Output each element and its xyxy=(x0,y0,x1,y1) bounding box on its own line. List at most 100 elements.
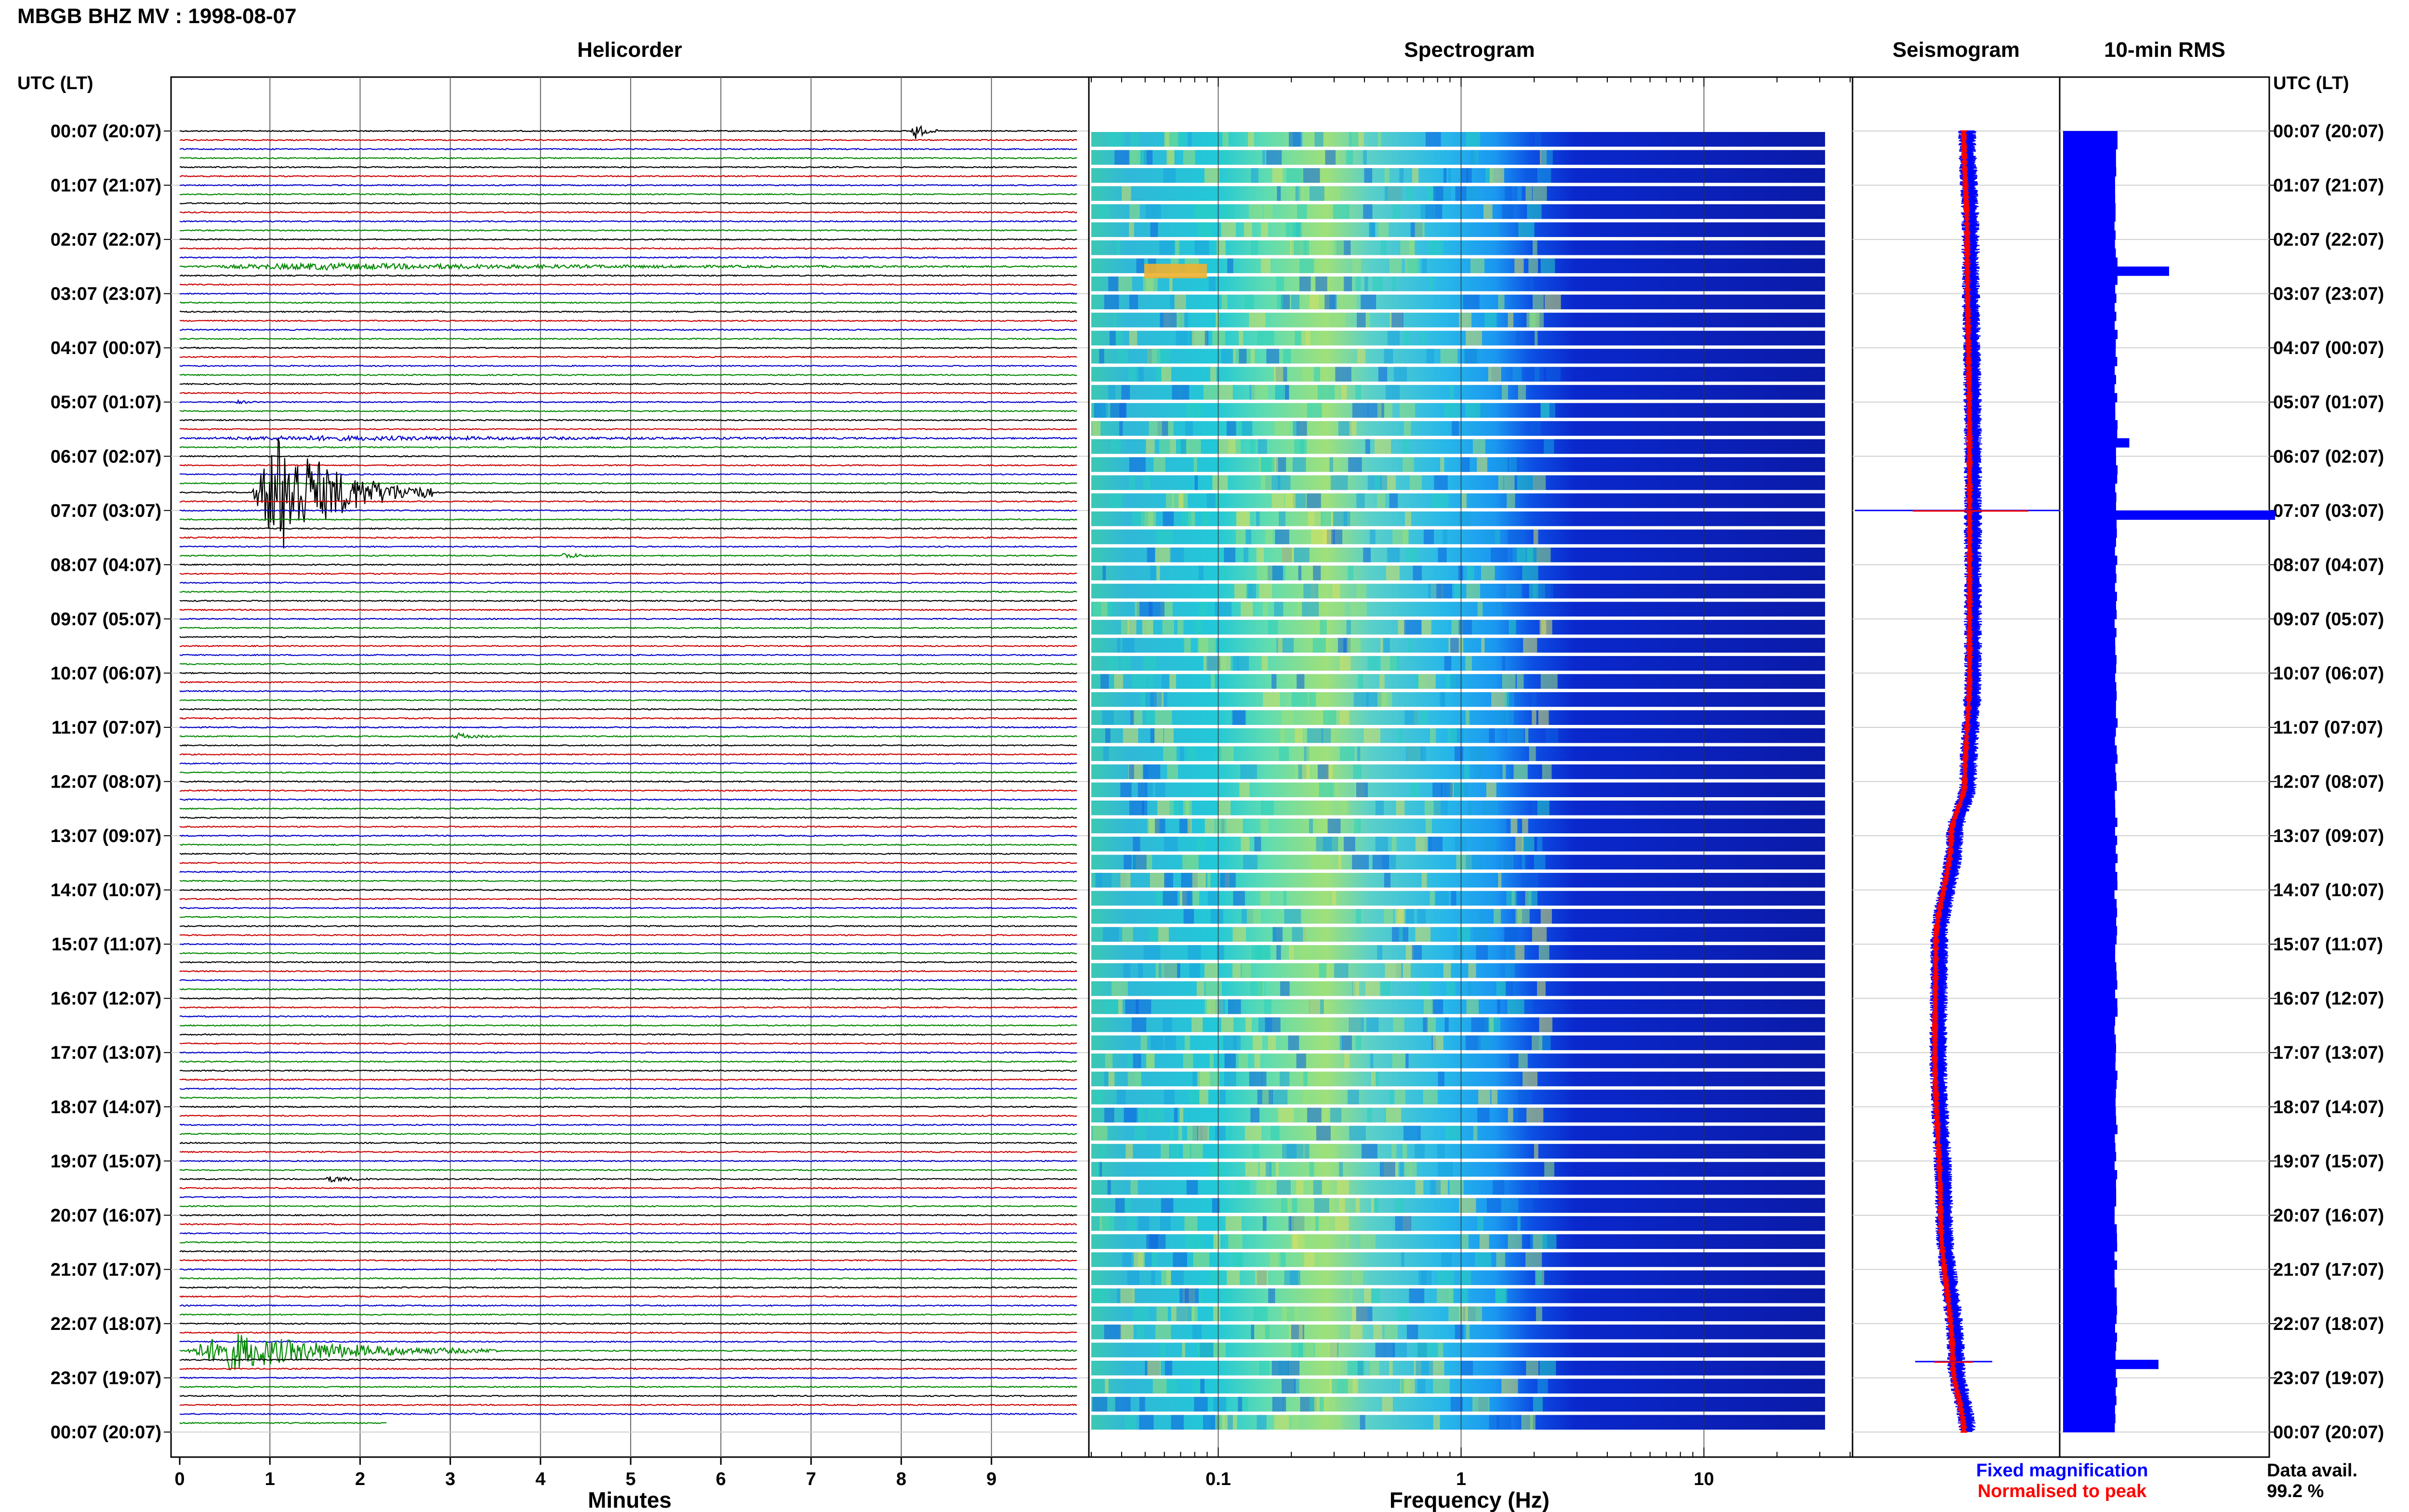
spectrogram-speckle xyxy=(1391,1144,1397,1159)
spectrogram-speckle xyxy=(1436,583,1452,599)
spectrogram-speckle xyxy=(1529,367,1544,382)
spectrogram-speckle xyxy=(1095,873,1112,888)
spectrogram-speckle xyxy=(1541,150,1553,165)
spectrogram-speckle xyxy=(1236,1252,1242,1267)
spectrogram-speckle xyxy=(1121,619,1129,635)
spectrogram-speckle xyxy=(1216,313,1219,328)
spectrogram-speckle xyxy=(1254,837,1261,852)
spectrogram-speckle xyxy=(1388,330,1400,346)
spectrogram-speckle xyxy=(1260,801,1274,815)
spectrogram-speckle xyxy=(1263,602,1268,617)
spectrogram-speckle xyxy=(1465,1306,1482,1321)
spectrogram-speckle xyxy=(1302,764,1310,779)
spectrogram-speckle xyxy=(1185,801,1192,815)
helicorder-trace xyxy=(179,916,1077,919)
spectrogram-speckle xyxy=(1153,457,1165,472)
rms-bar xyxy=(2063,998,2118,1008)
spectrogram-speckle xyxy=(1271,1360,1289,1376)
helicorder-trace xyxy=(179,708,1077,711)
rms-bar xyxy=(2063,808,2116,818)
spectrogram-speckle xyxy=(1526,313,1540,328)
helicorder-trace xyxy=(179,608,1077,611)
spectrogram-speckle xyxy=(1339,1035,1343,1051)
spectrogram-speckle xyxy=(1401,1252,1404,1267)
spectrogram-speckle xyxy=(1426,132,1441,147)
helicorder-trace xyxy=(179,1304,1077,1307)
spectrogram-speckle xyxy=(1199,602,1207,617)
spectrogram-speckle xyxy=(1227,1415,1233,1430)
helicorder-trace xyxy=(179,473,1077,476)
spectrogram-speckle xyxy=(1226,1288,1232,1303)
time-label-right: 11:07 (07:07) xyxy=(2273,718,2383,738)
spectrogram-row xyxy=(1091,276,1825,291)
time-label-left: 23:07 (19:07) xyxy=(51,1368,161,1388)
helicorder-panel: 0 1 2 3 4 5 6 7 8 9 xyxy=(170,76,1090,1489)
spectrogram-speckle xyxy=(1235,1180,1250,1195)
helicorder-trace xyxy=(179,1367,1077,1370)
spectrogram-speckle xyxy=(1449,1180,1464,1195)
time-label-left: 02:07 (22:07) xyxy=(51,230,161,250)
spectrogram-speckle xyxy=(1333,204,1350,219)
spectrogram-speckle xyxy=(1123,963,1131,978)
spectrogram-speckle xyxy=(1496,1252,1506,1267)
spectrogram-speckle xyxy=(1161,367,1172,382)
helicorder-trace xyxy=(179,807,1077,810)
spectrogram-speckle xyxy=(1135,602,1140,617)
spectrogram-speckle xyxy=(1529,1180,1539,1195)
spectrogram-speckle xyxy=(1397,1306,1410,1321)
rms-bar xyxy=(2063,736,2115,746)
spectrogram-speckle xyxy=(1464,349,1480,364)
helicorder-trace xyxy=(179,1096,1078,1099)
spectrogram-speckle xyxy=(1470,258,1485,274)
left-time-labels: 00:07 (20:07) 01:07 (21:07) 02:07 (22:07) 0… xyxy=(51,121,171,1443)
rms-bar xyxy=(2063,402,2116,412)
helicorder-trace xyxy=(179,843,1077,846)
spectrogram-speckle xyxy=(1247,909,1261,924)
spectrogram-speckle xyxy=(1522,818,1528,834)
spectrogram-speckle xyxy=(1497,999,1501,1014)
spectrogram-speckle xyxy=(1498,475,1504,490)
spectrogram-speckle xyxy=(1378,367,1388,382)
time-axis-label-left: UTC (LT) xyxy=(17,73,93,93)
spectrogram-speckle xyxy=(1328,1415,1342,1430)
spectrogram-row xyxy=(1091,963,1825,978)
spectrogram-row xyxy=(1091,602,1825,617)
helicorder-trace xyxy=(179,572,1077,575)
spectrogram-speckle xyxy=(1462,457,1470,472)
spectrogram-speckle xyxy=(1498,873,1502,888)
spectrogram-speckle xyxy=(1213,1234,1218,1249)
spectrogram-speckle xyxy=(1535,1306,1542,1321)
spectrogram-hotspot xyxy=(1144,263,1207,278)
spectrogram-speckle xyxy=(1201,511,1210,526)
spectrogram-speckle xyxy=(1505,186,1512,201)
spectrogram-speckle xyxy=(1350,1324,1363,1340)
spectrogram-speckle xyxy=(1517,1216,1521,1231)
spectrogram-speckle xyxy=(1466,132,1481,147)
rms-bar xyxy=(2063,429,2118,439)
spectrogram-speckle xyxy=(1146,204,1161,219)
spectrogram-speckle xyxy=(1400,1162,1405,1177)
spectrogram-speckle xyxy=(1096,1162,1100,1177)
spectrogram-row xyxy=(1091,457,1825,472)
spectrogram-speckle xyxy=(1207,873,1211,888)
spectrogram-row xyxy=(1091,439,1825,454)
rms-bar xyxy=(2063,637,2116,646)
rms-bar xyxy=(2063,276,2118,285)
spectrogram-speckle xyxy=(1164,1035,1176,1051)
spectrogram-speckle xyxy=(1257,439,1267,454)
helicorder-trace xyxy=(179,392,1077,394)
spectrogram-speckle xyxy=(1288,1360,1300,1376)
spectrogram-row xyxy=(1091,1415,1825,1430)
spectrogram-speckle xyxy=(1309,1162,1314,1177)
rms-bar xyxy=(2063,1269,2115,1279)
spectrogram-speckle xyxy=(1295,186,1301,201)
rms-bar xyxy=(2063,555,2118,565)
spectrogram-speckle xyxy=(1291,294,1300,310)
helicorder-trace xyxy=(179,1042,1077,1045)
spectrogram-row xyxy=(1091,873,1825,888)
spectrogram-speckle xyxy=(1410,1162,1417,1177)
spectrogram-speckle xyxy=(1303,168,1320,183)
spectrogram-speckle xyxy=(1296,421,1307,436)
spectrogram-speckle xyxy=(1104,999,1120,1014)
spectrogram-speckle xyxy=(1221,1017,1234,1032)
